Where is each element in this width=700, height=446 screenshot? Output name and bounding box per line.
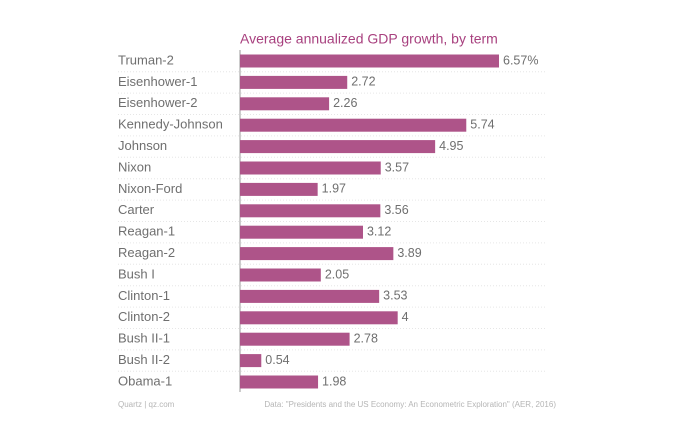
value-label: 2.05 xyxy=(325,267,349,281)
value-label: 2.26 xyxy=(333,96,357,110)
bar xyxy=(240,225,363,239)
bar xyxy=(240,118,467,132)
category-label: Reagan-1 xyxy=(118,224,175,239)
category-label: Truman-2 xyxy=(118,52,174,67)
bar xyxy=(240,332,350,346)
category-label: Nixon xyxy=(118,159,151,174)
note: Data: "Presidents and the US Economy: An… xyxy=(264,400,556,409)
category-label: Obama-1 xyxy=(118,373,172,388)
category-label: Bush II-2 xyxy=(118,352,170,367)
value-label: 2.78 xyxy=(354,331,378,345)
bar xyxy=(240,54,499,68)
bar xyxy=(240,161,381,175)
bar xyxy=(240,204,381,218)
source: Quartz | qz.com xyxy=(118,400,175,409)
category-label: Reagan-2 xyxy=(118,245,175,260)
category-label: Bush II-1 xyxy=(118,331,170,346)
category-label: Clinton-2 xyxy=(118,309,170,324)
category-label: Eisenhower-2 xyxy=(118,95,198,110)
bar xyxy=(240,247,394,261)
bar xyxy=(240,289,380,303)
category-label: Johnson xyxy=(118,138,167,153)
value-label: 2.72 xyxy=(351,75,375,89)
bar xyxy=(240,375,319,389)
bar xyxy=(240,97,330,111)
category-label: Eisenhower-1 xyxy=(118,74,198,89)
bar xyxy=(240,140,436,154)
bar xyxy=(240,311,398,325)
value-label: 0.54 xyxy=(265,353,289,367)
bar xyxy=(240,268,321,282)
category-label: Nixon-Ford xyxy=(118,181,182,196)
value-label: 3.57 xyxy=(385,160,409,174)
category-label: Bush I xyxy=(118,266,155,281)
value-label: 4 xyxy=(402,310,409,324)
value-label: 3.89 xyxy=(397,246,421,260)
category-label: Kennedy-Johnson xyxy=(118,117,223,132)
category-label: Carter xyxy=(118,202,155,217)
value-label: 1.97 xyxy=(322,182,346,196)
value-label: 3.12 xyxy=(367,224,391,238)
value-label: 1.98 xyxy=(322,374,346,388)
bar xyxy=(240,75,348,89)
bar xyxy=(240,182,318,196)
bar xyxy=(240,354,262,368)
value-label: 3.56 xyxy=(384,203,408,217)
category-label: Clinton-1 xyxy=(118,288,170,303)
value-label: 4.95 xyxy=(439,139,463,153)
value-label: 6.57% xyxy=(503,53,538,67)
chart-title: Average annualized GDP growth, by term xyxy=(240,31,498,47)
value-label: 3.53 xyxy=(383,289,407,303)
value-label: 5.74 xyxy=(470,117,494,131)
